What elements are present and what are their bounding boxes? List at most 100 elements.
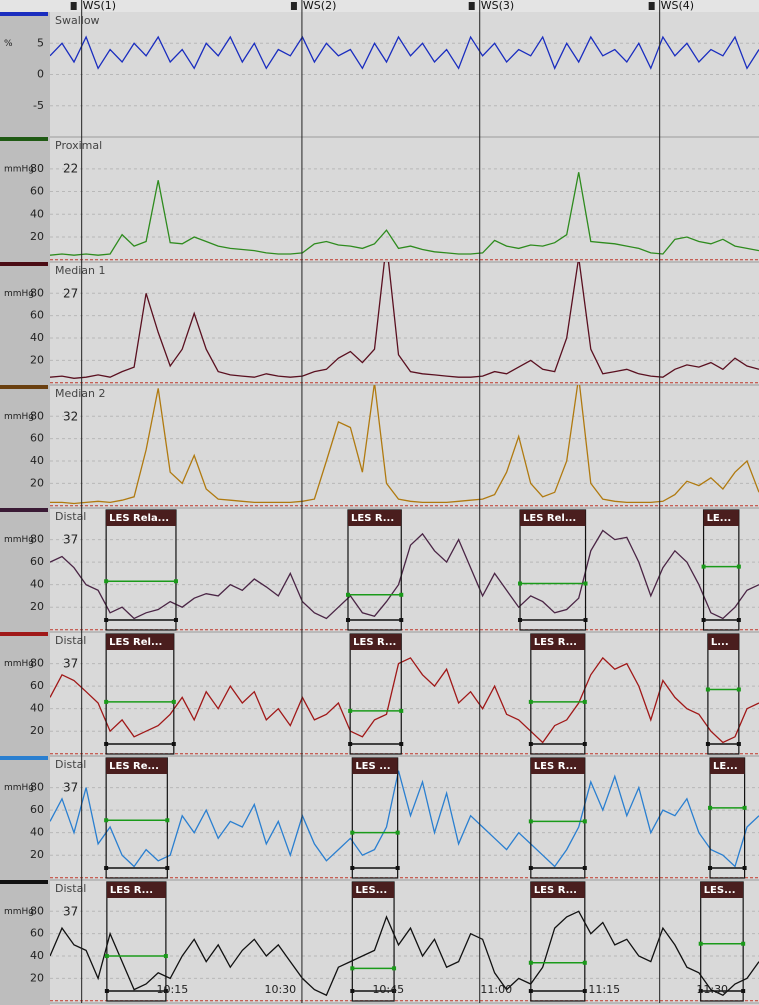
- les-box-label: LES Rel...: [523, 513, 576, 524]
- channel-position: 32: [63, 410, 78, 424]
- y-tick-label: 20: [30, 230, 44, 243]
- les-box-label: LES R...: [110, 885, 153, 896]
- swallow-icon: [648, 2, 655, 10]
- channel-color-bar: [0, 508, 48, 512]
- les-level-end: [736, 564, 741, 569]
- y-tick-label: 60: [30, 185, 44, 198]
- les-box-label: LES R...: [534, 885, 577, 896]
- y-tick-label: -5: [33, 99, 44, 112]
- channel-color-bar: [0, 880, 48, 884]
- y-unit: mmHg: [4, 783, 34, 793]
- les-level-end: [708, 805, 713, 810]
- channel-title: Swallow: [55, 14, 100, 27]
- les-box-header: [106, 882, 166, 898]
- y-tick-label: 40: [30, 578, 44, 591]
- channel-position: 37: [63, 533, 78, 547]
- y-tick-label: 80: [30, 286, 44, 299]
- les-level-end: [736, 687, 741, 692]
- swallow-icon: [290, 2, 297, 10]
- les-box-header: [700, 882, 744, 898]
- les-level-end: [173, 579, 178, 584]
- x-tick-label: 11:00: [480, 983, 512, 996]
- les-box-header: [710, 758, 745, 774]
- x-tick-label: 10:45: [372, 983, 404, 996]
- les-level-end: [582, 819, 587, 824]
- y-tick-label: 60: [30, 309, 44, 322]
- y-tick-label: 60: [30, 679, 44, 692]
- y-tick-label: 80: [30, 781, 44, 794]
- les-box-label: LES R...: [534, 637, 577, 648]
- les-level-end: [104, 954, 109, 959]
- swallow-label: WS(1): [83, 0, 116, 12]
- les-baseline-end: [399, 742, 404, 746]
- les-baseline-end: [582, 742, 587, 746]
- channel: 20 40 60 80 Distal mmHg 37 LES Rela... LES R... L…: [0, 508, 759, 633]
- y-unit: mmHg: [4, 164, 34, 174]
- les-level-end: [392, 966, 397, 971]
- les-box-label: LE...: [707, 513, 732, 524]
- les-box-header: [530, 882, 585, 898]
- y-tick-label: 80: [30, 162, 44, 175]
- trace: [50, 35, 759, 70]
- y-tick-label: 80: [30, 657, 44, 670]
- les-baseline-end: [736, 742, 741, 746]
- les-baseline-end: [701, 618, 706, 622]
- les-box-label: LES ...: [355, 761, 390, 772]
- y-tick-label: 20: [30, 353, 44, 366]
- trace: [50, 529, 759, 620]
- y-tick-label: 80: [30, 533, 44, 546]
- les-box-label: L...: [711, 637, 729, 648]
- les-level-end: [582, 960, 587, 965]
- les-box-header: [352, 758, 398, 774]
- swallow-label: WS(2): [303, 0, 336, 12]
- les-box-header: [530, 634, 585, 650]
- les-level-end: [395, 830, 400, 835]
- y-tick-label: 80: [30, 409, 44, 422]
- x-tick-label: 11:15: [588, 983, 620, 996]
- les-baseline-end: [104, 866, 109, 870]
- les-level-end: [399, 708, 404, 713]
- channel-title: Proximal: [55, 139, 102, 152]
- channel: -5 0 5 Swallow%: [0, 12, 759, 138]
- les-level-end: [582, 699, 587, 704]
- y-tick-label: 80: [30, 904, 44, 917]
- channel-title: Distal: [55, 882, 86, 895]
- les-level-end: [104, 699, 109, 704]
- channel-color-bar: [0, 385, 48, 389]
- les-box-label: LES...: [704, 885, 736, 896]
- channel-position: 37: [63, 905, 78, 919]
- les-box-label: LES R...: [351, 513, 394, 524]
- trace: [50, 172, 759, 256]
- les-baseline-end: [528, 989, 533, 993]
- les-box-header: [106, 758, 168, 774]
- les-baseline-end: [392, 989, 397, 993]
- channel: 20 40 60 80 Median 1 mmHg 27: [0, 262, 759, 386]
- channel: 20 40 60 80 Distal mmHg 37 LES R... LES... LES R.…: [0, 880, 759, 1004]
- y-tick-label: 20: [30, 476, 44, 489]
- les-level-end: [698, 941, 703, 946]
- les-baseline-end: [399, 618, 404, 622]
- les-baseline-end: [350, 866, 355, 870]
- channel: 20 40 60 80 Distal mmHg 37 LES Re... LES ... LES …: [0, 756, 759, 881]
- channel-color-bar: [0, 137, 48, 141]
- y-tick-label: 60: [30, 555, 44, 568]
- swallow-icon: [468, 2, 475, 10]
- les-level-end: [348, 708, 353, 713]
- y-tick-label: 20: [30, 848, 44, 861]
- channel-color-bar: [0, 756, 48, 760]
- trace: [50, 262, 759, 379]
- les-box-header: [347, 510, 402, 526]
- les-baseline-end: [345, 618, 350, 622]
- x-tick-label: 10:30: [264, 983, 296, 996]
- les-box-header: [106, 510, 176, 526]
- les-baseline-end: [350, 989, 355, 993]
- channel-position: 27: [63, 287, 78, 301]
- les-baseline-end: [582, 866, 587, 870]
- header-bar: [0, 0, 759, 12]
- les-baseline-end: [171, 742, 176, 746]
- les-level-end: [104, 818, 109, 823]
- channel-color-bar: [0, 262, 48, 266]
- y-tick-label: 5: [37, 36, 44, 49]
- y-tick-label: 40: [30, 826, 44, 839]
- channel-title: Distal: [55, 758, 86, 771]
